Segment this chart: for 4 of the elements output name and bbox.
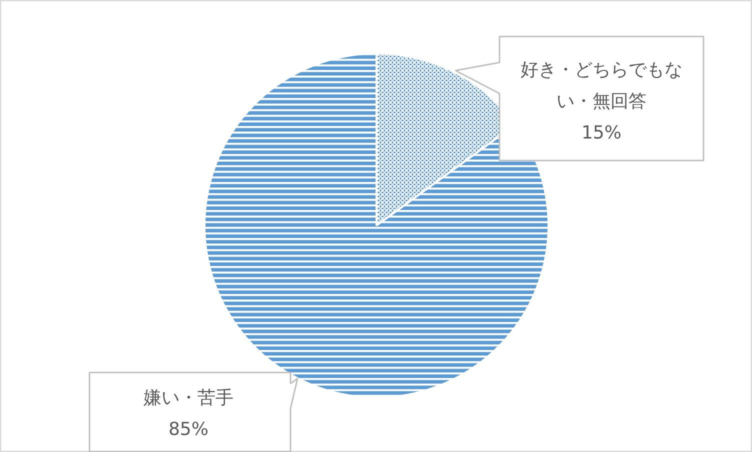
data-label: 15% bbox=[581, 122, 622, 144]
data-label: 85% bbox=[168, 418, 209, 440]
slice-label: 嫌い・苦手 bbox=[144, 387, 234, 408]
slice-label: 好き・どちらでもない・無回答 bbox=[520, 60, 682, 112]
